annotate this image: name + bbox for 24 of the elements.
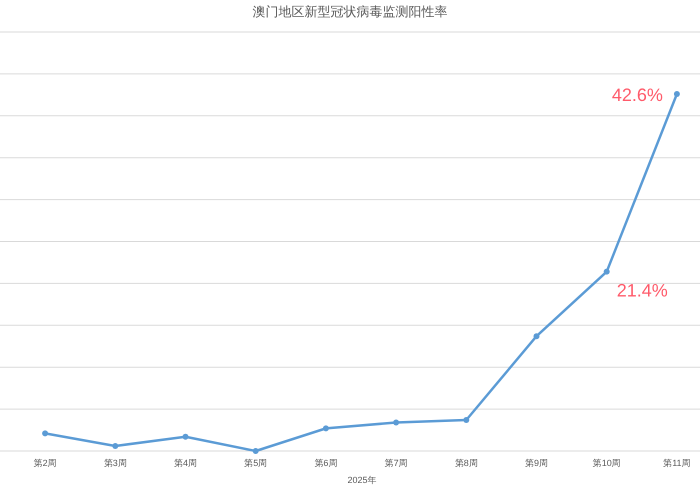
- x-tick-label: 第7周: [384, 458, 408, 468]
- point: [112, 442, 118, 449]
- x-tick-label: 第3周: [104, 458, 127, 468]
- x-tick-label: 第5周: [244, 458, 268, 468]
- point: [42, 430, 48, 436]
- point: [534, 333, 540, 340]
- x-tick-label: 第4周: [174, 458, 198, 468]
- point: [322, 425, 329, 432]
- x-tick-label: 第9周: [524, 458, 548, 468]
- point: [393, 420, 400, 426]
- point: [674, 91, 680, 98]
- point: [252, 448, 259, 454]
- x-axis-title: 2025年: [347, 475, 377, 485]
- x-tick-label: 第11周: [663, 458, 691, 468]
- data-label: 42.6%: [612, 85, 663, 106]
- point: [463, 416, 470, 423]
- x-tick-label: 第2周: [34, 458, 57, 468]
- x-tick-label: 第8周: [454, 458, 478, 468]
- x-tick-label: 第10周: [592, 458, 621, 468]
- point: [604, 268, 610, 275]
- data-label: 21.4%: [616, 280, 668, 301]
- x-tick-label: 第6周: [314, 458, 338, 468]
- chart-title: 澳门地区新型冠状病毒监测阳性率: [252, 4, 448, 19]
- point: [182, 434, 188, 440]
